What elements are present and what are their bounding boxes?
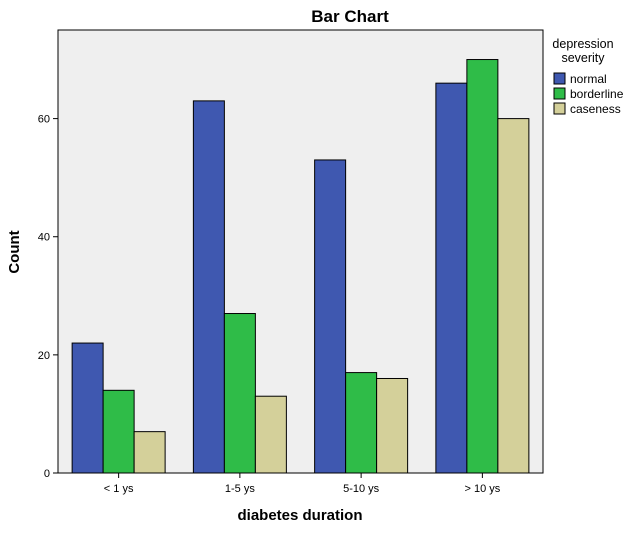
x-tick-label: 1-5 ys xyxy=(225,483,255,495)
legend-label-normal: normal xyxy=(570,72,607,86)
y-tick-label: 20 xyxy=(38,350,50,362)
bar-normal xyxy=(192,100,225,474)
legend-swatch-normal xyxy=(553,72,566,85)
legend-label-caseness: caseness xyxy=(570,102,621,116)
y-axis: 0 20 40 60 xyxy=(38,114,58,480)
bar-borderline xyxy=(345,372,378,474)
y-tick-label: 60 xyxy=(38,114,50,126)
bar-normal xyxy=(71,342,104,474)
x-axis-title: diabetes duration xyxy=(237,507,362,524)
legend-title-line-1: depression xyxy=(552,37,613,51)
bar-borderline xyxy=(466,59,499,474)
legend-swatch-caseness xyxy=(553,102,566,115)
x-tick-label: < 1 ys xyxy=(104,483,134,495)
chart-title: Bar Chart xyxy=(311,7,389,26)
bar-borderline xyxy=(102,389,135,474)
bar-normal xyxy=(435,82,468,474)
y-tick-label: 0 xyxy=(44,468,50,480)
x-axis: < 1 ys 1-5 ys 5-10 ys > 10 ys xyxy=(104,473,501,495)
bar-borderline xyxy=(223,313,256,474)
legend-swatch-borderline xyxy=(553,87,566,100)
bar-caseness xyxy=(376,377,409,474)
x-tick-label: 5-10 ys xyxy=(343,483,380,495)
bar-normal xyxy=(314,159,347,474)
legend-title-line-2: severity xyxy=(561,51,605,65)
bar-caseness xyxy=(133,431,166,474)
bar-caseness xyxy=(497,118,530,474)
y-tick-label: 40 xyxy=(38,232,50,244)
bar-caseness xyxy=(254,395,287,474)
legend: depression severity normalborderlinecase… xyxy=(552,37,623,116)
legend-label-borderline: borderline xyxy=(570,87,624,101)
y-axis-title: Count xyxy=(6,230,23,273)
x-tick-label: > 10 ys xyxy=(464,483,500,495)
bars xyxy=(71,59,530,474)
